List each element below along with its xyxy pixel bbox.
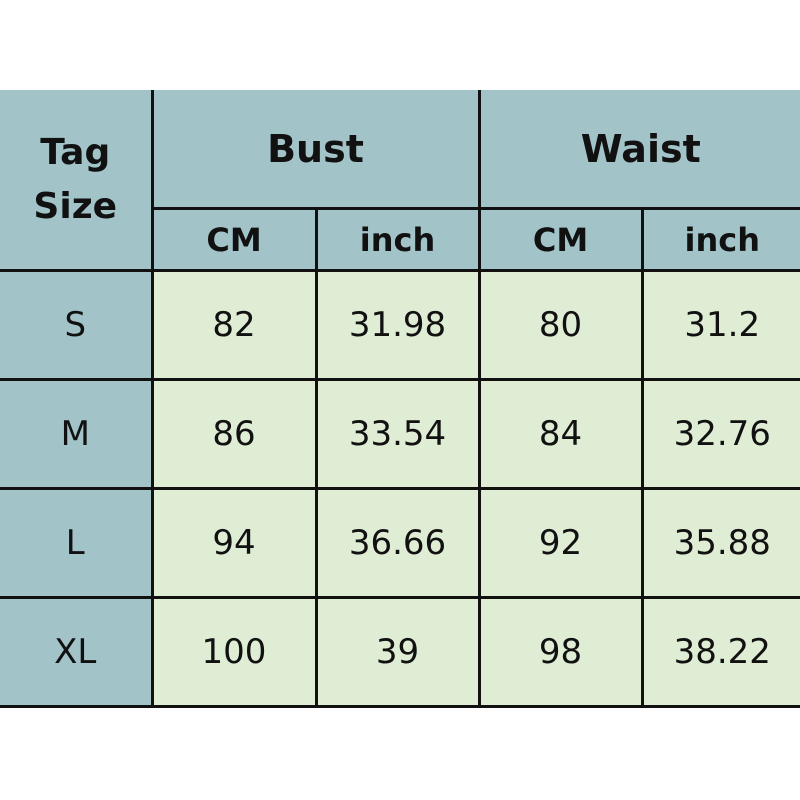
- table-row: L 94 36.66 92 35.88: [0, 487, 800, 599]
- waist-inch-cell: 32.76: [640, 378, 800, 490]
- waist-cm-cell: 84: [477, 378, 644, 490]
- bust-header: Bust: [150, 90, 481, 210]
- size-cell: L: [0, 487, 154, 599]
- bust-cm-cell: 100: [150, 596, 318, 708]
- bust-cm-cell: 86: [150, 378, 318, 490]
- waist-cm-cell: 80: [477, 269, 644, 381]
- size-cell: M: [0, 378, 154, 490]
- bust-cm-cell: 94: [150, 487, 318, 599]
- waist-cm-header: CM: [477, 207, 644, 272]
- bust-cm-cell: 82: [150, 269, 318, 381]
- bust-inch-header: inch: [314, 207, 481, 272]
- bust-inch-cell: 39: [314, 596, 481, 708]
- waist-inch-cell: 35.88: [640, 487, 800, 599]
- size-chart-table: Tag Size Bust Waist CM inch CM inch S 82…: [0, 90, 800, 708]
- size-cell: S: [0, 269, 154, 381]
- waist-cm-cell: 92: [477, 487, 644, 599]
- waist-inch-cell: 31.2: [640, 269, 800, 381]
- table-row: XL 100 39 98 38.22: [0, 596, 800, 708]
- waist-header: Waist: [477, 90, 800, 210]
- size-cell: XL: [0, 596, 154, 708]
- waist-cm-cell: 98: [477, 596, 644, 708]
- tag-size-header: Tag Size: [0, 90, 154, 272]
- bust-cm-header: CM: [152, 207, 318, 272]
- waist-inch-header: inch: [640, 207, 800, 272]
- bust-inch-cell: 31.98: [314, 269, 481, 381]
- table-row: S 82 31.98 80 31.2: [0, 269, 800, 381]
- waist-inch-cell: 38.22: [640, 596, 800, 708]
- bust-inch-cell: 33.54: [314, 378, 481, 490]
- table-row: M 86 33.54 84 32.76: [0, 378, 800, 490]
- bust-inch-cell: 36.66: [314, 487, 481, 599]
